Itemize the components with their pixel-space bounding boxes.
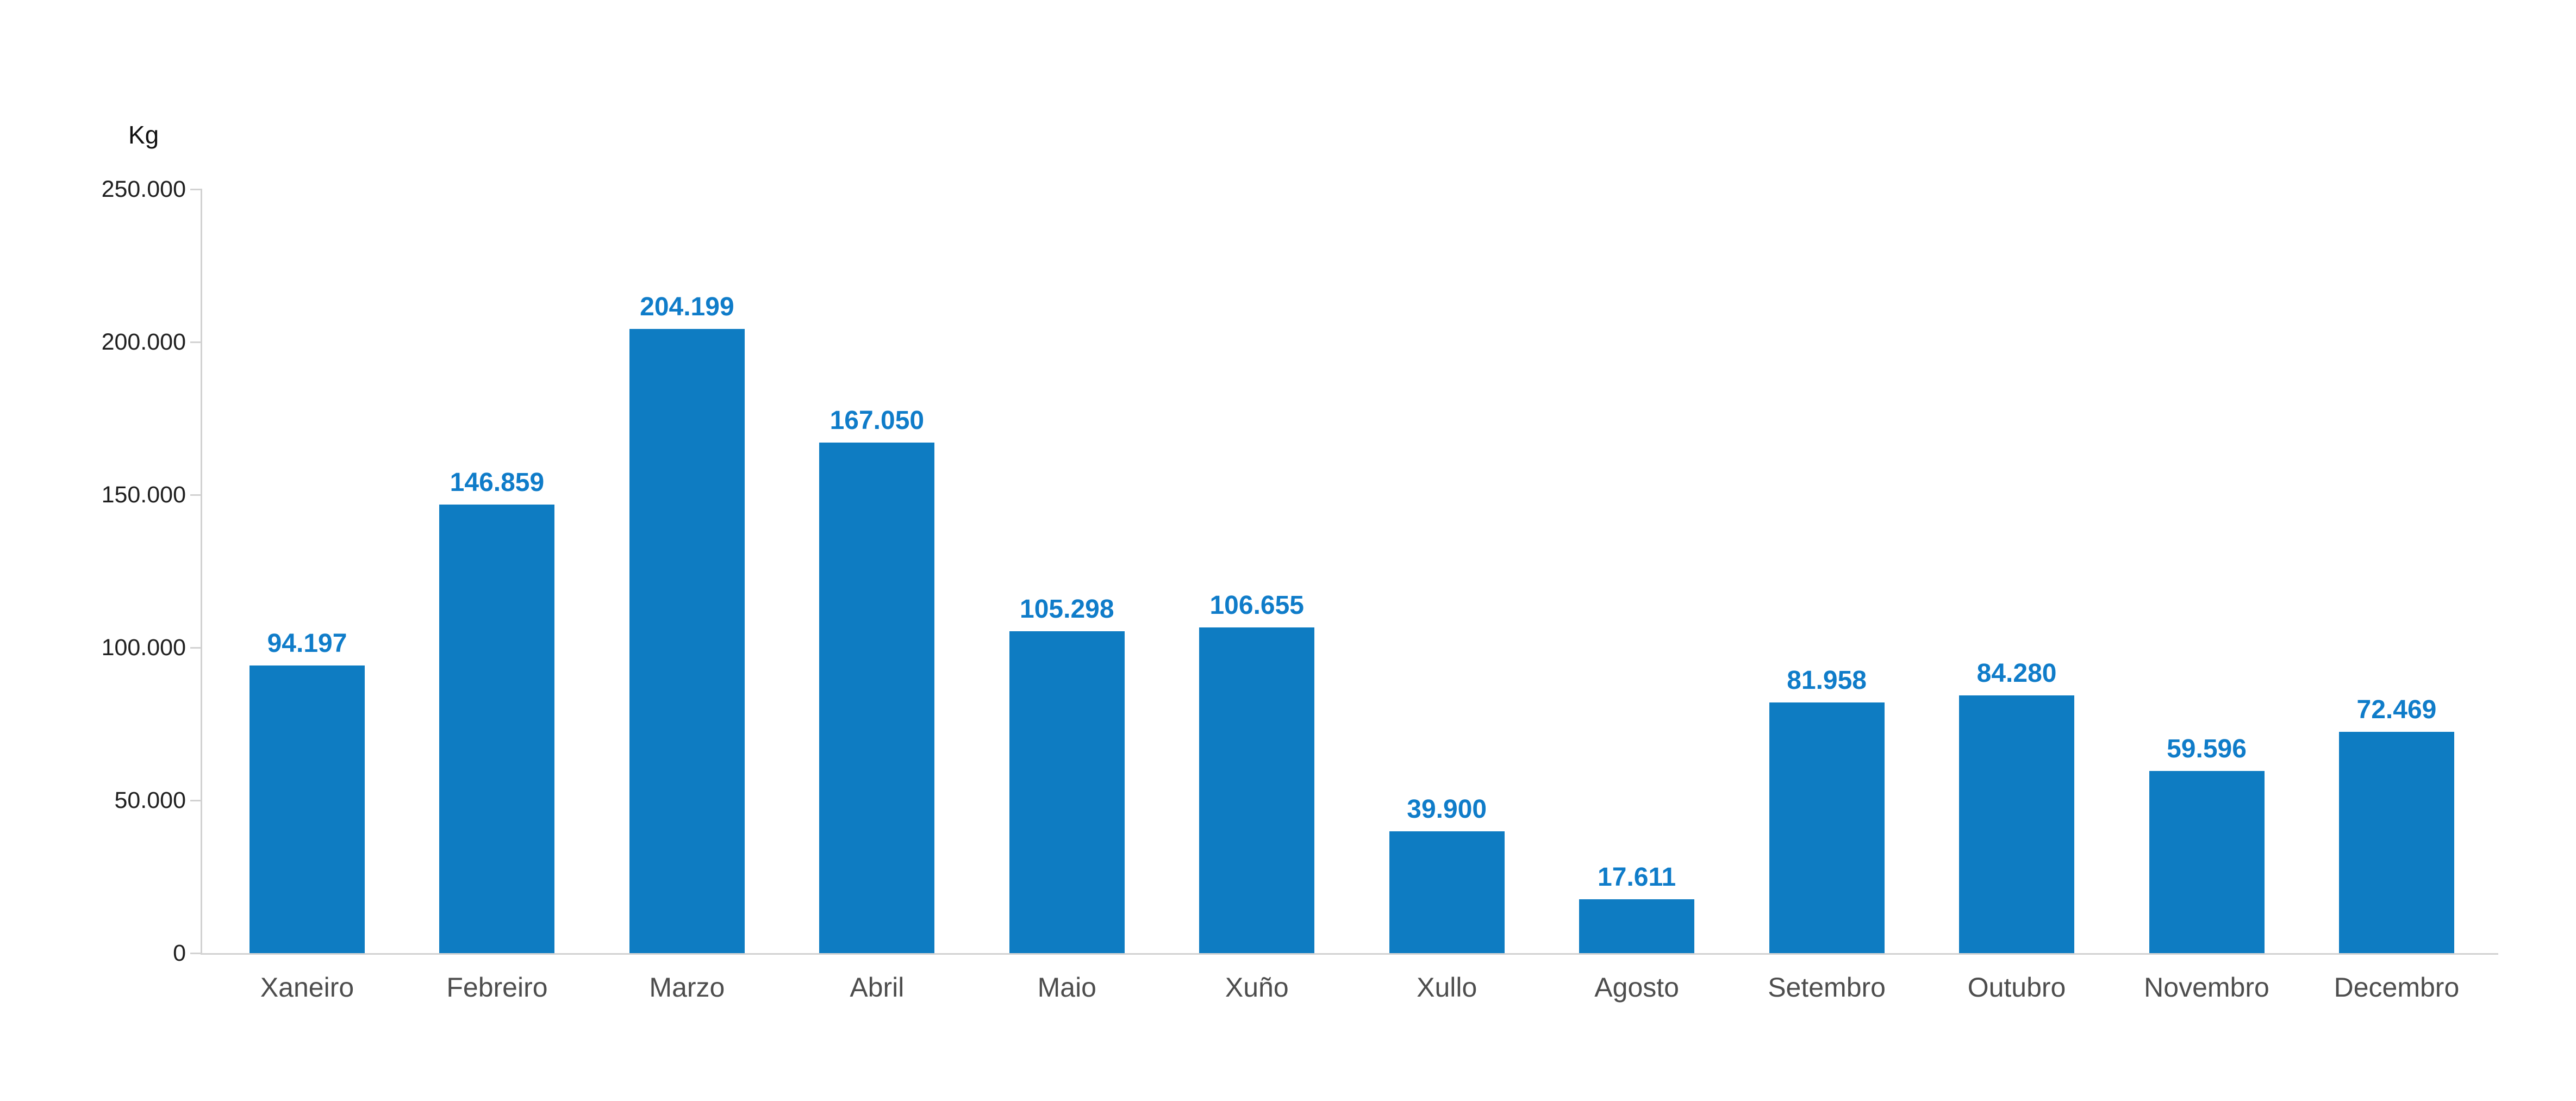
- bar-febreiro[interactable]: [439, 504, 555, 953]
- y-axis-tick-mark: [190, 188, 202, 190]
- bar-value-label: 204.199: [640, 293, 734, 322]
- y-axis-tick-mark: [190, 952, 202, 954]
- bar-marzo[interactable]: [629, 329, 745, 953]
- y-axis-tick-label: 0: [173, 940, 186, 966]
- y-axis-tick-label: 150.000: [101, 482, 186, 508]
- x-axis-label-decembro: Decembro: [2334, 972, 2460, 1003]
- y-axis-tick-mark: [190, 646, 202, 649]
- bar-decembro[interactable]: [2338, 731, 2454, 953]
- bar-value-label: 81.958: [1787, 666, 1867, 695]
- x-axis-label-novembro: Novembro: [2144, 972, 2269, 1003]
- bar-novembro[interactable]: [2149, 771, 2265, 953]
- bar-agosto[interactable]: [1579, 899, 1695, 953]
- bar-value-label: 84.280: [1976, 659, 2057, 688]
- x-axis-label-setembro: Setembro: [1768, 972, 1886, 1003]
- x-axis-line: [201, 953, 2498, 955]
- x-axis-label-outubro: Outubro: [1967, 972, 2066, 1003]
- y-axis-unit-label: Kg: [128, 121, 159, 149]
- bar-value-label: 39.900: [1407, 794, 1487, 824]
- x-axis-label-agosto: Agosto: [1594, 972, 1679, 1003]
- bar-value-label: 146.859: [450, 468, 545, 497]
- x-axis-label-xuño: Xuño: [1225, 972, 1289, 1003]
- bar-value-label: 59.596: [2167, 735, 2247, 764]
- bar-value-label: 17.611: [1598, 863, 1676, 892]
- bar-maio[interactable]: [1009, 631, 1125, 953]
- bar-outubro[interactable]: [1959, 695, 2075, 953]
- y-axis-tick-label: 250.000: [101, 176, 186, 202]
- y-axis-line: [201, 189, 202, 955]
- x-axis-label-xaneiro: Xaneiro: [260, 972, 354, 1003]
- bar-value-label: 94.197: [267, 629, 347, 658]
- y-axis-tick-mark: [190, 799, 202, 801]
- x-axis-label-febreiro: Febreiro: [446, 972, 548, 1003]
- bar-value-label: 105.298: [1020, 595, 1114, 624]
- bar-value-label: 167.050: [829, 406, 925, 436]
- y-axis-tick-mark: [190, 494, 202, 496]
- y-axis-tick-label: 50.000: [114, 787, 186, 813]
- x-axis-label-maio: Maio: [1037, 972, 1096, 1003]
- bar-xuño[interactable]: [1199, 627, 1315, 953]
- bar-xaneiro[interactable]: [250, 665, 365, 953]
- y-axis-tick-label: 100.000: [101, 635, 186, 661]
- x-axis-label-abril: Abril: [850, 972, 905, 1003]
- y-axis-tick-label: 200.000: [101, 329, 186, 355]
- bar-xullo[interactable]: [1389, 831, 1505, 953]
- y-axis-tick-mark: [190, 341, 202, 343]
- bar-abril[interactable]: [819, 443, 935, 953]
- x-axis-label-xullo: Xullo: [1417, 972, 1477, 1003]
- bar-value-label: 72.469: [2356, 695, 2437, 724]
- bar-value-label: 106.655: [1209, 590, 1304, 620]
- bar-setembro[interactable]: [1769, 702, 1885, 953]
- x-axis-label-marzo: Marzo: [649, 972, 725, 1003]
